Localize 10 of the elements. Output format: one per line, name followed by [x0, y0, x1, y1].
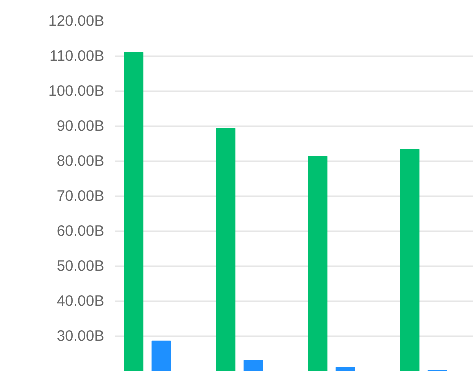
y-tick-label: 30.00B	[56, 328, 105, 345]
y-tick-label: 80.00B	[56, 153, 105, 170]
y-tick-label: 50.00B	[56, 258, 105, 275]
y-tick-label: 40.00B	[56, 293, 105, 310]
y-tick-label: 70.00B	[56, 188, 105, 205]
y-tick-label: 110.00B	[50, 48, 105, 65]
y-tick-label: 60.00B	[56, 223, 105, 240]
y-tick-label: 120.00B	[48, 13, 105, 30]
y-tick-label: 100.00B	[48, 83, 105, 100]
y-tick-label: 90.00B	[56, 118, 105, 135]
